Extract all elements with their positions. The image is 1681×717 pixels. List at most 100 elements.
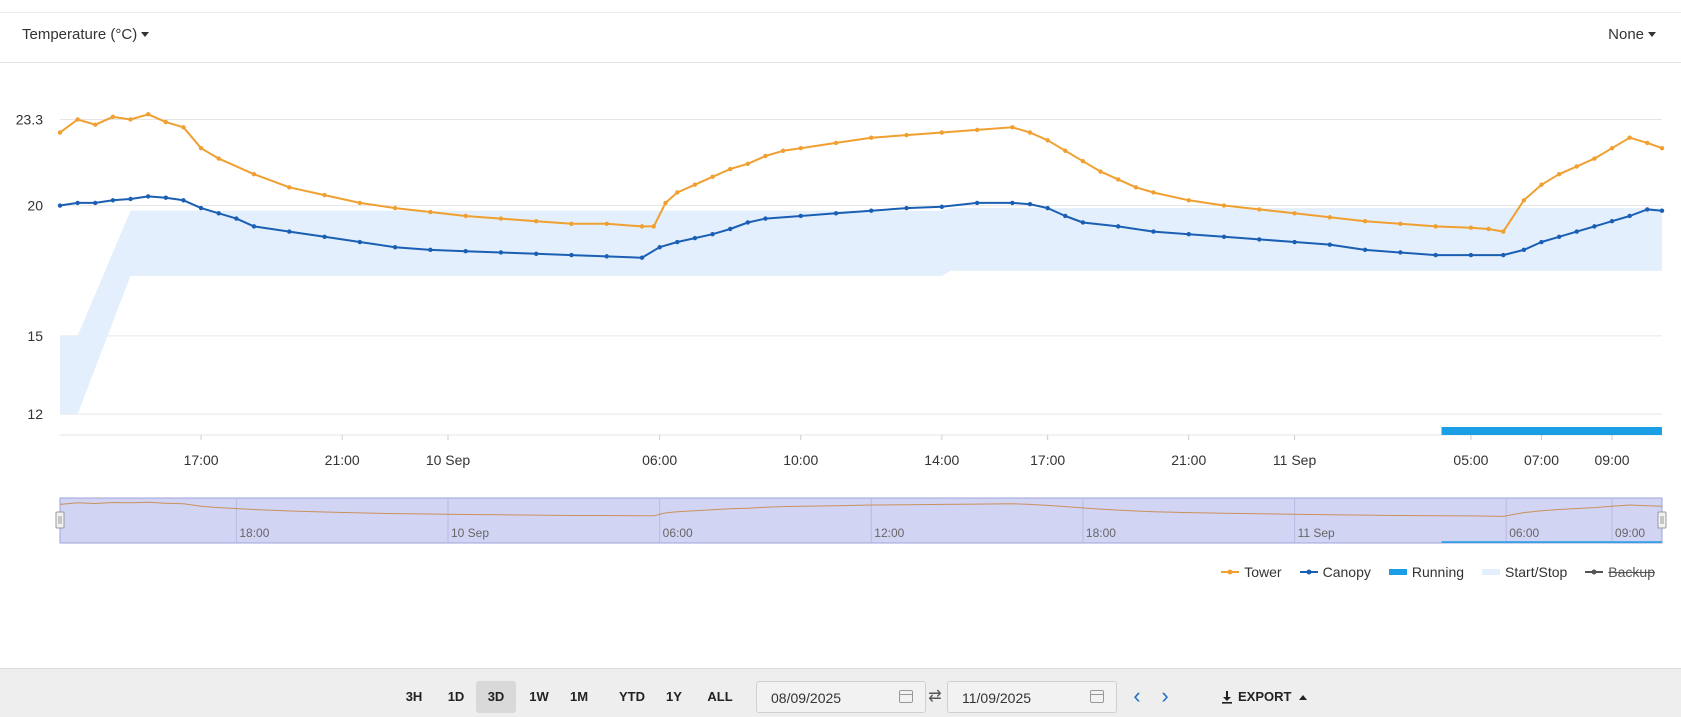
tower-point <box>322 192 327 198</box>
range-button-ytd[interactable]: YTD <box>619 689 645 704</box>
canopy-point <box>1398 250 1403 255</box>
chart-legend: Tower Canopy Running Start/Stop Backup <box>1221 564 1655 580</box>
canopy-point <box>287 229 292 234</box>
canopy-point <box>1292 239 1297 245</box>
legend-item-canopy[interactable]: Canopy <box>1299 564 1371 580</box>
range-button-3h[interactable]: 3H <box>405 689 423 704</box>
canopy-point <box>1627 213 1632 219</box>
tower-point <box>181 125 186 130</box>
legend-item-running[interactable]: Running <box>1388 564 1464 580</box>
canopy-line <box>59 195 1663 259</box>
navigator-handle[interactable] <box>1657 511 1667 529</box>
to-date-input[interactable] <box>960 689 1074 707</box>
canopy-point <box>181 198 186 203</box>
tower-point <box>1151 190 1156 195</box>
canopy-point <box>1362 247 1368 253</box>
x-tick-label: 05:00 <box>1453 452 1488 468</box>
canopy-point <box>974 200 980 206</box>
legend-line-icon <box>1299 569 1318 575</box>
tower-point <box>651 224 656 229</box>
chevron-right-icon[interactable]: › <box>1161 683 1169 708</box>
canopy-point <box>234 216 239 221</box>
metric-dropdown[interactable]: Temperature (°C) <box>22 26 150 43</box>
canopy-point <box>1468 252 1474 258</box>
canopy-point <box>1521 247 1527 253</box>
tower-point <box>1257 207 1262 212</box>
x-tick-label: 11 Sep <box>1273 452 1317 468</box>
canopy-point <box>428 247 433 253</box>
legend-item-backup[interactable]: Backup <box>1585 564 1655 580</box>
range-button-1m[interactable]: 1M <box>569 689 589 704</box>
from-date-input[interactable] <box>769 689 883 707</box>
tower-point <box>639 224 645 229</box>
compare-dropdown[interactable]: None <box>1608 26 1656 43</box>
y-axis: 12 15 20 23.3 <box>16 111 43 422</box>
canopy-point <box>1116 224 1121 229</box>
tower-point <box>498 216 504 221</box>
legend-area-icon <box>1482 569 1501 575</box>
calendar-icon[interactable] <box>1090 690 1104 703</box>
tower-point <box>1186 198 1191 203</box>
legend-item-tower[interactable]: Tower <box>1221 564 1282 580</box>
temperature-chart[interactable]: 12 15 20 23.3 17:00 21:00 10 Sep 06:00 10:00 14:… <box>0 0 1681 560</box>
tower-point <box>1362 218 1368 224</box>
range-button-1d[interactable]: 1D <box>447 689 465 704</box>
y-tick-label: 20 <box>27 198 43 214</box>
to-date-field[interactable] <box>947 681 1117 713</box>
tower-point <box>1063 148 1068 153</box>
tower-point <box>1539 182 1544 187</box>
range-button-1y[interactable]: 1Y <box>666 689 682 704</box>
calendar-icon[interactable] <box>899 690 913 703</box>
navigator-tick-label: 06:00 <box>663 526 693 540</box>
swap-icon[interactable]: ⇄ <box>928 688 942 705</box>
tower-point <box>1556 172 1562 177</box>
tower-point <box>780 148 786 153</box>
navigator-tick-label: 09:00 <box>1615 526 1645 540</box>
range-button-1w[interactable]: 1W <box>529 689 549 704</box>
x-tick-label: 14:00 <box>924 452 959 468</box>
navigator-handle[interactable] <box>55 511 65 529</box>
tower-point <box>1221 203 1227 208</box>
series-lines <box>57 112 1665 260</box>
range-button-all[interactable]: ALL <box>707 689 733 704</box>
tower-point <box>1116 177 1121 182</box>
export-button[interactable]: EXPORT <box>1220 681 1308 713</box>
range-navigator[interactable]: 18:00 10 Sep 06:00 12:00 18:00 11 Sep 06:00 09:… <box>55 497 1667 544</box>
legend-label: Tower <box>1244 564 1282 580</box>
x-tick-label: 21:00 <box>325 452 360 468</box>
legend-label: Backup <box>1608 564 1655 580</box>
range-button-3d[interactable]: 3D <box>476 681 516 713</box>
y-tick-label: 15 <box>27 328 43 344</box>
canopy-point <box>1539 239 1544 245</box>
caret-down-icon <box>141 32 150 37</box>
x-tick-label: 17:00 <box>184 452 219 468</box>
canopy-point <box>604 254 609 259</box>
tower-point <box>463 213 468 219</box>
tower-point <box>163 119 169 125</box>
canopy-point <box>675 239 680 245</box>
navigator-tick-label: 06:00 <box>1509 526 1539 540</box>
x-tick-label: 17:00 <box>1030 452 1065 468</box>
canopy-point <box>93 200 98 206</box>
tower-point <box>1133 185 1139 190</box>
series-canopy <box>57 194 1665 260</box>
legend-item-startstop[interactable]: Start/Stop <box>1482 564 1567 580</box>
from-date-field[interactable] <box>756 681 926 713</box>
tower-point <box>145 112 151 117</box>
y-tick-label: 23.3 <box>16 111 43 127</box>
canopy-point <box>1501 252 1506 258</box>
canopy-point <box>833 211 839 216</box>
canopy-point <box>216 211 221 216</box>
tower-point <box>1468 225 1474 230</box>
canopy-point <box>533 251 539 256</box>
canopy-point <box>1659 208 1665 213</box>
tower-point <box>128 117 133 122</box>
y-tick-label: 12 <box>27 406 43 422</box>
chevron-left-icon[interactable]: ‹ <box>1133 683 1141 708</box>
tower-point <box>1327 215 1333 220</box>
tower-point <box>663 200 668 206</box>
series-tower <box>57 112 1665 234</box>
tower-point <box>1609 145 1615 151</box>
canopy-point <box>1221 234 1227 240</box>
tower-point <box>216 156 221 161</box>
